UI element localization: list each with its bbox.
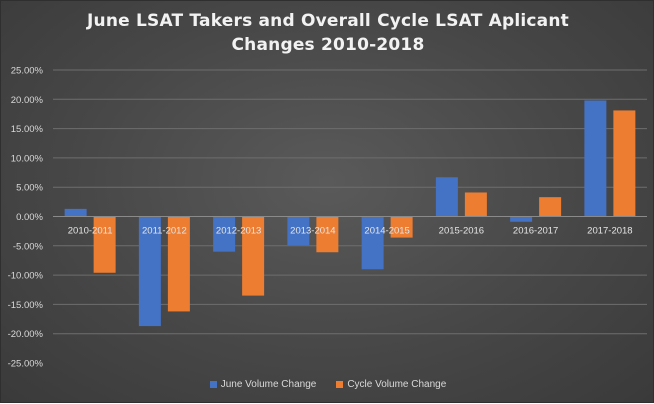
y-tick-label: 10.00% (11, 153, 44, 164)
legend-label-june: June Volume Change (220, 379, 317, 390)
x-tick-label: 2013-2014 (290, 226, 335, 237)
bar-june (287, 216, 310, 246)
legend-label-cycle: Cycle Volume Change (347, 379, 447, 390)
legend-swatch-cycle (336, 381, 344, 388)
chart-title-line-2: Changes 2010-2018 (231, 35, 425, 55)
y-tick-label: 15.00% (11, 124, 44, 135)
y-tick-label: -15.00% (8, 300, 44, 311)
y-tick-label: -5.00% (13, 241, 44, 252)
bar-june (64, 208, 87, 217)
y-tick-label: 5.00% (16, 183, 43, 194)
legend-swatch-june (209, 381, 217, 388)
x-tick-label: 2015-2016 (439, 226, 484, 237)
legend-item-june: June Volume Change (209, 379, 317, 390)
bar-cycle (316, 216, 339, 253)
chart-title-line-1: June LSAT Takers and Overall Cycle LSAT … (87, 11, 569, 31)
legend: June Volume Change Cycle Volume Change (1, 379, 654, 390)
bar-cycle (613, 110, 636, 217)
bar-cycle (390, 216, 413, 238)
y-tick-label: 25.00% (11, 66, 44, 77)
y-tick-label: -10.00% (8, 271, 44, 282)
legend-item-cycle: Cycle Volume Change (336, 379, 446, 390)
x-tick-label: 2012-2013 (216, 226, 261, 237)
bar-cycle (167, 216, 190, 312)
bar-june (435, 177, 458, 217)
bar-june (584, 100, 607, 217)
bar-june (510, 216, 533, 222)
x-tick-label: 2010-2011 (68, 226, 113, 237)
bar-june (138, 216, 161, 327)
y-tick-label: -20.00% (8, 329, 44, 340)
x-tick-label: 2017-2018 (587, 226, 632, 237)
bar-june (361, 216, 384, 270)
y-tick-label: 20.00% (11, 95, 44, 106)
chart-title: June LSAT Takers and Overall Cycle LSAT … (1, 9, 654, 57)
x-tick-label: 2016-2017 (513, 226, 558, 237)
bar-cycle (464, 192, 487, 217)
bar-june (213, 216, 236, 252)
bar-cycle (539, 197, 562, 217)
bar-cycle (93, 216, 116, 273)
bar-cycle (242, 216, 265, 296)
x-tick-label: 2011-2012 (142, 226, 187, 237)
y-tick-label: -25.00% (8, 359, 44, 370)
x-tick-label: 2014-2015 (364, 226, 409, 237)
y-tick-label: 0.00% (16, 212, 43, 223)
